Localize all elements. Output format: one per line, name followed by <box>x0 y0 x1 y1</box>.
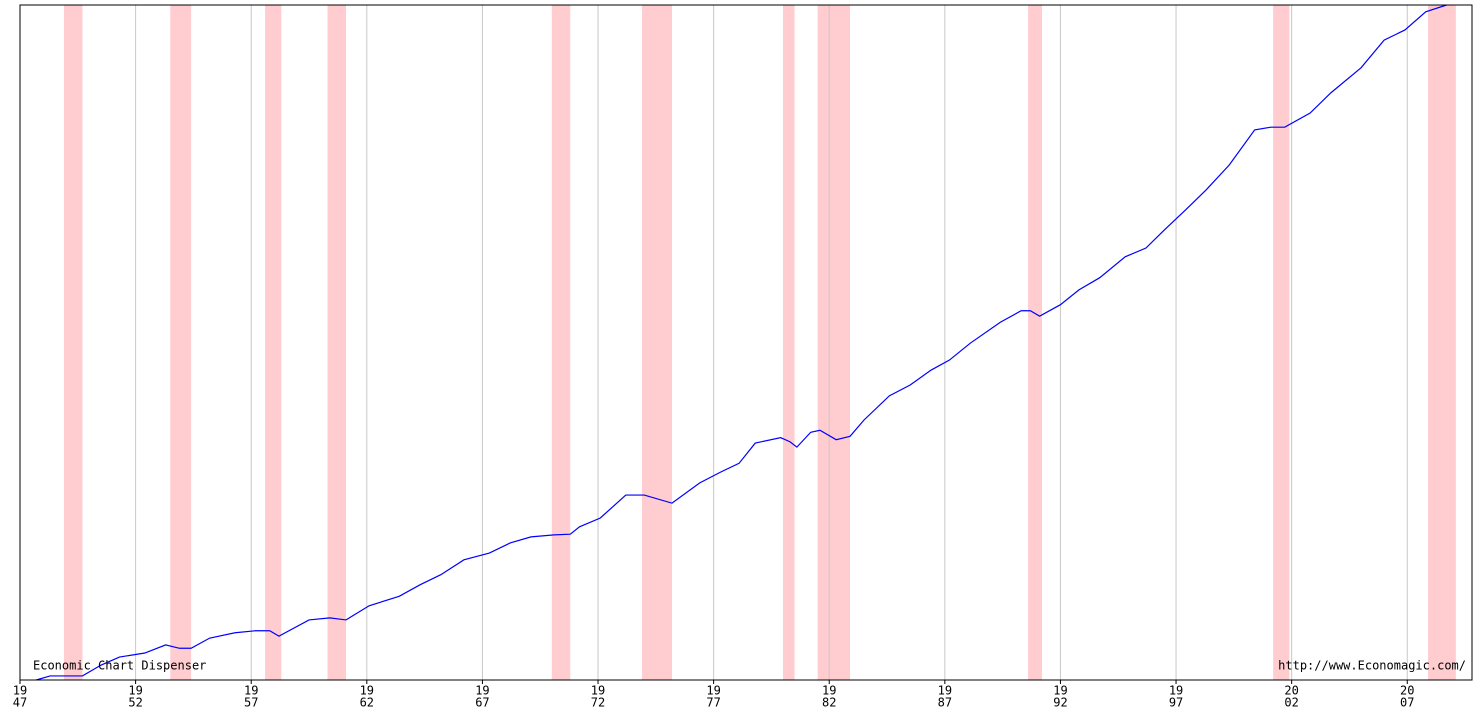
recession-band <box>63 5 83 680</box>
annotation: Economic Chart Dispenser <box>33 659 206 673</box>
x-tick-label: 19 <box>822 684 836 698</box>
x-tick-label: 19 <box>244 684 258 698</box>
x-axis: 1947195219571962196719721977198219871992… <box>13 680 1414 710</box>
recession-band <box>170 5 192 680</box>
x-tick-label: 97 <box>1169 696 1183 710</box>
x-tick-label: 19 <box>706 684 720 698</box>
annotation: http://www.Economagic.com/ <box>1278 659 1466 673</box>
x-tick-label: 19 <box>360 684 374 698</box>
x-tick-label: 07 <box>1400 696 1414 710</box>
x-tick-label: 19 <box>938 684 952 698</box>
recession-band <box>782 5 795 680</box>
lines <box>36 4 1447 681</box>
recession-band <box>1028 5 1042 680</box>
recession-band <box>265 5 282 680</box>
x-tick-label: 92 <box>1053 696 1067 710</box>
x-tick-label: 57 <box>244 696 258 710</box>
recession-band <box>1273 5 1290 680</box>
x-tick-label: 82 <box>822 696 836 710</box>
recession-band <box>1428 5 1456 680</box>
x-tick-label: 19 <box>1169 684 1183 698</box>
x-tick-label: 62 <box>360 696 374 710</box>
recession-bands <box>63 5 1456 680</box>
data-line <box>36 4 1447 681</box>
x-tick-label: 87 <box>938 696 952 710</box>
recession-band <box>817 5 851 680</box>
x-tick-label: 20 <box>1400 684 1414 698</box>
x-tick-label: 19 <box>475 684 489 698</box>
recession-band <box>327 5 347 680</box>
recession-band <box>641 5 673 680</box>
x-tick-label: 77 <box>706 696 720 710</box>
x-tick-label: 20 <box>1284 684 1298 698</box>
x-tick-label: 67 <box>475 696 489 710</box>
x-tick-label: 19 <box>128 684 142 698</box>
x-tick-label: 72 <box>591 696 605 710</box>
recession-band <box>551 5 571 680</box>
x-tick-label: 19 <box>13 684 27 698</box>
x-tick-label: 02 <box>1284 696 1298 710</box>
x-tick-label: 52 <box>128 696 142 710</box>
x-tick-label: 19 <box>591 684 605 698</box>
x-tick-label: 19 <box>1053 684 1067 698</box>
plot-frame <box>19 4 1473 681</box>
x-tick-label: 47 <box>13 696 27 710</box>
